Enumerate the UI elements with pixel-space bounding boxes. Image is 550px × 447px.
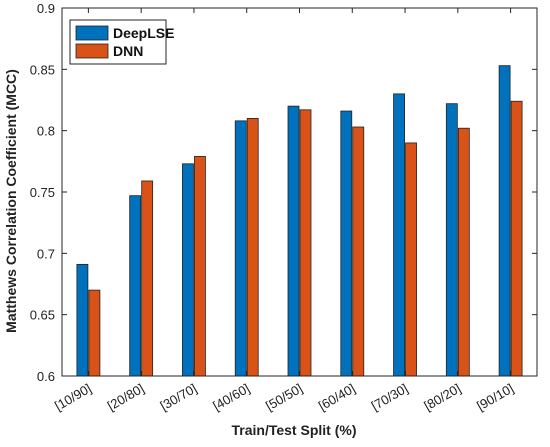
bar-deeplse-8 xyxy=(498,65,511,377)
bar-deeplse-4 xyxy=(287,105,300,377)
y-tick-label-0: 0.6 xyxy=(37,369,55,384)
legend-swatch-deeplse xyxy=(75,25,109,41)
bar-dnn-2 xyxy=(194,156,206,377)
legend-label-dnn: DNN xyxy=(113,43,143,59)
bar-dnn-1 xyxy=(141,180,154,377)
bar-dnn-0 xyxy=(88,289,101,377)
y-tick-label-6: 0.9 xyxy=(37,1,55,16)
y-tick-label-2: 0.7 xyxy=(37,246,55,261)
bar-deeplse-1 xyxy=(129,195,142,377)
bar-dnn-7 xyxy=(457,127,470,377)
bar-deeplse-3 xyxy=(234,120,247,377)
legend-swatch-dnn xyxy=(75,43,109,59)
x-axis-label: Train/Test Split (%) xyxy=(232,422,357,438)
bar-deeplse-0 xyxy=(76,263,89,377)
y-tick-label-3: 0.75 xyxy=(30,185,55,200)
bar-dnn-3 xyxy=(246,118,259,377)
bar-dnn-4 xyxy=(299,109,312,377)
bar-deeplse-7 xyxy=(445,103,458,377)
bar-dnn-8 xyxy=(510,100,523,377)
bar-dnn-5 xyxy=(352,126,365,377)
bar-deeplse-2 xyxy=(182,163,194,377)
legend-label-deeplse: DeepLSE xyxy=(113,25,174,41)
bar-deeplse-5 xyxy=(340,110,353,377)
bar-deeplse-6 xyxy=(393,93,405,377)
y-tick-label-4: 0.8 xyxy=(37,124,55,139)
bar-dnn-6 xyxy=(405,142,417,377)
y-tick-label-5: 0.85 xyxy=(30,62,55,77)
y-tick-label-1: 0.65 xyxy=(30,308,55,323)
legend: DeepLSE DNN xyxy=(69,19,174,65)
y-axis-label: Matthews Correlation Coefficient (MCC) xyxy=(3,69,19,333)
